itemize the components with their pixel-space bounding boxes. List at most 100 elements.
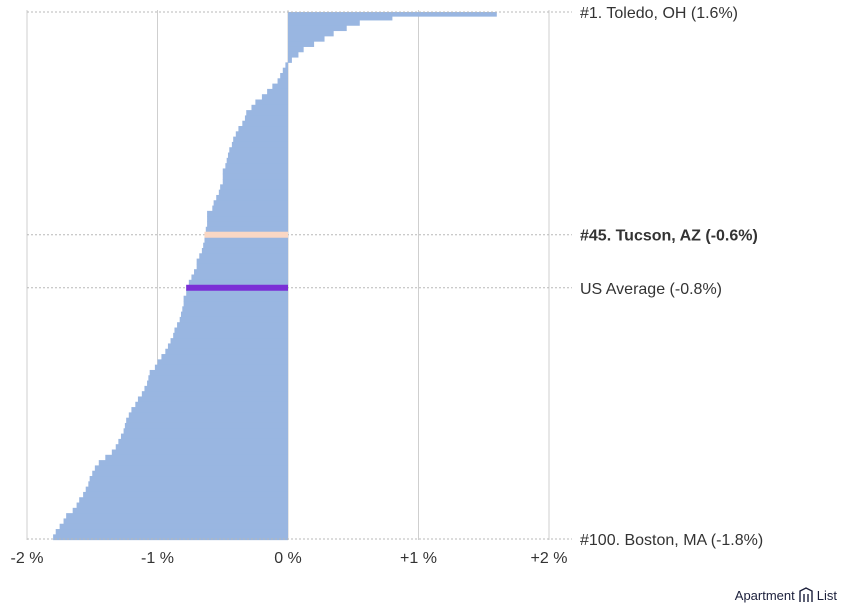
- brand-left: Apartment: [734, 587, 795, 603]
- bar: [204, 237, 288, 244]
- bar: [246, 110, 288, 116]
- highlight-label: US Average (-0.8%): [580, 281, 722, 298]
- bar: [233, 136, 288, 143]
- bar: [222, 168, 288, 175]
- highlight-label: #45. Tucson, AZ (-0.6%): [580, 228, 758, 245]
- bar: [88, 481, 289, 488]
- bar: [59, 523, 288, 530]
- bar: [120, 433, 289, 440]
- bar: [285, 62, 288, 69]
- bar: [220, 184, 288, 191]
- bar: [199, 253, 288, 260]
- bar: [212, 205, 288, 212]
- bar: [161, 354, 288, 360]
- bar: [231, 141, 288, 148]
- bar: [244, 115, 288, 122]
- bar: [128, 412, 288, 419]
- bar: [218, 189, 288, 196]
- bar: [147, 380, 288, 387]
- bar: [98, 460, 289, 466]
- bar: [89, 476, 288, 482]
- bar: [170, 338, 288, 344]
- bar: [194, 269, 288, 275]
- bar: [180, 311, 288, 318]
- bar: [282, 67, 288, 74]
- bar: [85, 486, 288, 493]
- bar: [154, 364, 288, 371]
- bar: [131, 407, 288, 413]
- bar: [182, 306, 288, 313]
- bar: [207, 216, 288, 222]
- bar: [63, 518, 288, 525]
- bar: [165, 348, 288, 355]
- bar: [288, 46, 304, 53]
- bar: [76, 502, 288, 509]
- bar: [267, 88, 288, 95]
- bar: [272, 83, 288, 90]
- bar: [227, 152, 288, 159]
- bar: [255, 99, 288, 106]
- bar: [226, 157, 288, 164]
- bar: [288, 35, 325, 42]
- bar: [167, 343, 288, 350]
- bar: [186, 290, 288, 297]
- bar: [280, 72, 288, 79]
- bottom-rank-label: #100. Boston, MA (-1.8%): [580, 532, 763, 549]
- bar: [207, 221, 288, 228]
- bar: [196, 258, 288, 265]
- bar: [157, 359, 288, 366]
- bar: [105, 454, 288, 461]
- bar: [288, 41, 315, 47]
- bar: [203, 242, 288, 249]
- bar: [137, 396, 288, 403]
- bar: [222, 179, 288, 185]
- bar: [222, 173, 288, 180]
- bar: [179, 316, 288, 323]
- bar: [177, 322, 288, 329]
- bar: [115, 444, 289, 450]
- bar: [188, 279, 288, 286]
- top-rank-label: #1. Toledo, OH (1.6%): [580, 5, 738, 22]
- highlight-bar: [204, 231, 288, 238]
- x-tick-label: 0 %: [274, 550, 302, 567]
- bar: [141, 391, 288, 397]
- bar: [55, 529, 289, 535]
- bar: [251, 104, 288, 111]
- bar: [123, 428, 288, 435]
- bar: [216, 194, 288, 201]
- bar: [277, 78, 288, 85]
- bar: [118, 438, 288, 445]
- bar: [183, 301, 288, 307]
- bar: [288, 57, 292, 63]
- bar: [288, 51, 299, 58]
- bar: [261, 94, 288, 100]
- bar: [173, 332, 288, 339]
- bar: [191, 274, 288, 281]
- bar: [288, 25, 347, 32]
- highlight-bar: [186, 284, 288, 291]
- bar: [288, 19, 360, 26]
- bar: [183, 295, 288, 302]
- bar: [126, 417, 289, 424]
- bar: [229, 147, 288, 154]
- bar: [225, 163, 288, 169]
- bar: [66, 513, 289, 519]
- brand-right: List: [816, 587, 837, 603]
- bar: [235, 131, 288, 138]
- bar: [92, 470, 288, 477]
- bar: [124, 422, 288, 429]
- bar: [205, 226, 288, 233]
- bar: [288, 30, 334, 37]
- bar: [144, 385, 288, 392]
- x-tick-label: -2 %: [11, 550, 44, 567]
- bar: [135, 401, 288, 408]
- bar: [238, 126, 288, 132]
- x-tick-label: +1 %: [400, 550, 437, 567]
- apartment-list-logo-icon: [799, 587, 813, 602]
- bar: [288, 14, 393, 21]
- apartment-list-brand: Apartment List: [735, 587, 837, 603]
- bar: [148, 375, 288, 382]
- bar: [207, 210, 288, 217]
- bar: [94, 465, 288, 472]
